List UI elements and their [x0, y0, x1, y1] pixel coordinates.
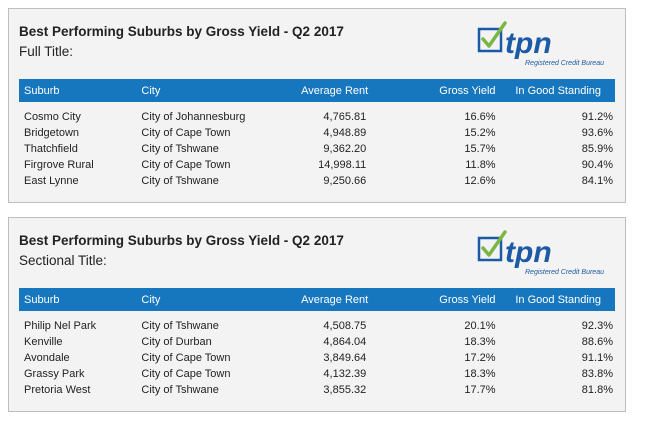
panel-title: Best Performing Suburbs by Gross Yield -…: [19, 233, 344, 248]
cell-suburb: Firgrove Rural: [24, 159, 94, 171]
header-city: City: [141, 293, 161, 306]
cell-gross-yield: 16.6%: [464, 111, 496, 123]
tpn-logo: tpn Registered Credit Bureau: [477, 21, 604, 67]
cell-gross-yield: 20.1%: [464, 320, 496, 332]
cell-suburb: Kenville: [24, 336, 63, 348]
panel-subtitle: Full Title:: [19, 44, 74, 59]
cell-suburb: Cosmo City: [24, 111, 81, 123]
cell-in-good-standing: 83.8%: [581, 368, 613, 380]
cell-city: City of Tshwane: [141, 175, 219, 187]
logo-tagline: Registered Credit Bureau: [525, 269, 604, 276]
cell-in-good-standing: 90.4%: [581, 159, 613, 171]
table-row: Firgrove Rural City of Cape Town 14,998.…: [19, 157, 615, 173]
table-header: Suburb City Average Rent Gross Yield In …: [19, 79, 615, 102]
header-in-good-standing: In Good Standing: [515, 84, 601, 97]
cell-city: City of Tshwane: [141, 384, 219, 396]
cell-average-rent: 3,855.32: [323, 384, 367, 396]
cell-gross-yield: 17.2%: [464, 352, 496, 364]
cell-average-rent: 4,765.81: [323, 111, 367, 123]
header-city: City: [141, 84, 161, 97]
cell-gross-yield: 18.3%: [464, 368, 496, 380]
cell-in-good-standing: 88.6%: [581, 336, 613, 348]
cell-average-rent: 4,132.39: [323, 368, 367, 380]
cell-city: City of Johannesburg: [141, 111, 246, 123]
table-row: Kenville City of Durban 4,864.04 18.3% 8…: [19, 334, 615, 350]
cell-city: City of Cape Town: [141, 127, 231, 139]
cell-gross-yield: 15.2%: [464, 127, 496, 139]
table-row: Philip Nel Park City of Tshwane 4,508.75…: [19, 318, 615, 334]
cell-average-rent: 14,998.11: [318, 159, 367, 171]
table-row: Pretoria West City of Tshwane 3,855.32 1…: [19, 382, 615, 398]
cell-gross-yield: 15.7%: [464, 143, 496, 155]
cell-average-rent: 4,948.89: [323, 127, 367, 139]
cell-city: City of Tshwane: [141, 143, 219, 155]
cell-in-good-standing: 85.9%: [581, 143, 613, 155]
header-average-rent: Average Rent: [301, 84, 369, 97]
header-suburb: Suburb: [24, 84, 60, 97]
cell-suburb: East Lynne: [24, 175, 79, 187]
cell-average-rent: 3,849.64: [323, 352, 367, 364]
cell-city: City of Cape Town: [141, 352, 231, 364]
cell-gross-yield: 17.7%: [464, 384, 496, 396]
full-title-panel: Best Performing Suburbs by Gross Yield -…: [8, 8, 626, 203]
cell-suburb: Avondale: [24, 352, 70, 364]
cell-suburb: Pretoria West: [24, 384, 91, 396]
cell-average-rent: 4,864.04: [323, 336, 367, 348]
cell-in-good-standing: 92.3%: [581, 320, 613, 332]
cell-city: City of Tshwane: [141, 320, 219, 332]
table-row: Grassy Park City of Cape Town 4,132.39 1…: [19, 366, 615, 382]
cell-suburb: Grassy Park: [24, 368, 85, 380]
header-in-good-standing: In Good Standing: [515, 293, 601, 306]
cell-average-rent: 9,362.20: [323, 143, 367, 155]
header-gross-yield: Gross Yield: [439, 84, 496, 97]
table-header: Suburb City Average Rent Gross Yield In …: [19, 288, 615, 311]
cell-in-good-standing: 91.2%: [581, 111, 613, 123]
cell-in-good-standing: 93.6%: [581, 127, 613, 139]
suburb-table: Suburb City Average Rent Gross Yield In …: [19, 288, 615, 398]
table-row: Thatchfield City of Tshwane 9,362.20 15.…: [19, 141, 615, 157]
cell-city: City of Cape Town: [141, 368, 231, 380]
table-row: Bridgetown City of Cape Town 4,948.89 15…: [19, 125, 615, 141]
table-row: Cosmo City City of Johannesburg 4,765.81…: [19, 109, 615, 125]
cell-gross-yield: 12.6%: [464, 175, 496, 187]
cell-suburb: Bridgetown: [24, 127, 80, 139]
logo-text: tpn: [505, 236, 552, 269]
checkbox-icon: [477, 230, 507, 262]
cell-average-rent: 4,508.75: [323, 320, 367, 332]
cell-gross-yield: 11.8%: [465, 159, 496, 171]
logo-tagline: Registered Credit Bureau: [525, 60, 604, 67]
cell-city: City of Cape Town: [141, 159, 231, 171]
header-average-rent: Average Rent: [301, 293, 369, 306]
suburb-table: Suburb City Average Rent Gross Yield In …: [19, 79, 615, 189]
cell-gross-yield: 18.3%: [464, 336, 496, 348]
tpn-logo: tpn Registered Credit Bureau: [477, 230, 604, 276]
cell-in-good-standing: 91.1%: [581, 352, 613, 364]
cell-average-rent: 9,250.66: [323, 175, 367, 187]
header-gross-yield: Gross Yield: [439, 293, 496, 306]
cell-city: City of Durban: [141, 336, 212, 348]
checkbox-icon: [477, 21, 507, 53]
header-suburb: Suburb: [24, 293, 60, 306]
cell-suburb: Philip Nel Park: [24, 320, 97, 332]
logo-text: tpn: [505, 27, 552, 60]
table-row: East Lynne City of Tshwane 9,250.66 12.6…: [19, 173, 615, 189]
sectional-title-panel: Best Performing Suburbs by Gross Yield -…: [8, 217, 626, 412]
cell-in-good-standing: 84.1%: [581, 175, 613, 187]
panel-title: Best Performing Suburbs by Gross Yield -…: [19, 24, 344, 39]
cell-in-good-standing: 81.8%: [581, 384, 613, 396]
table-row: Avondale City of Cape Town 3,849.64 17.2…: [19, 350, 615, 366]
cell-suburb: Thatchfield: [24, 143, 78, 155]
panel-subtitle: Sectional Title:: [19, 253, 107, 268]
